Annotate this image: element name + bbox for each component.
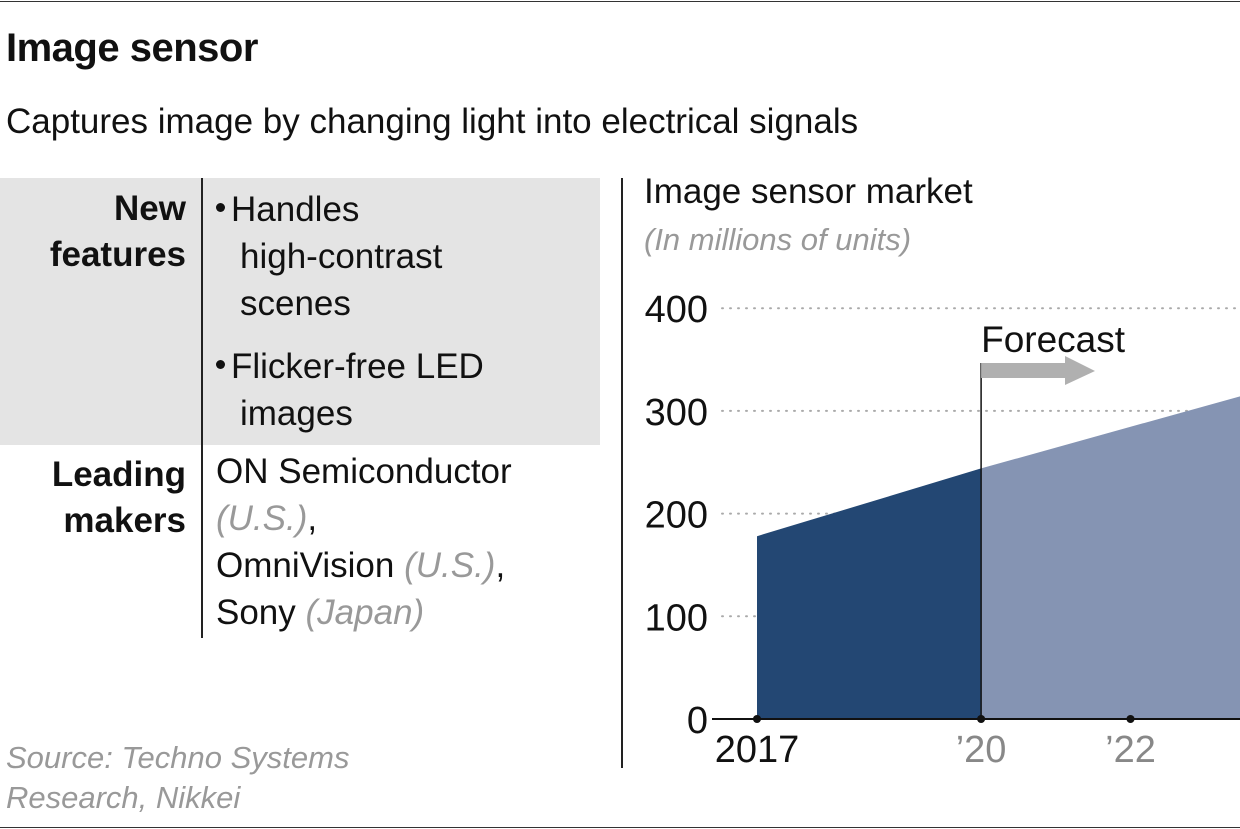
- maker-item: OmniVision (U.S.),: [216, 542, 512, 589]
- bullet-text: scenes: [240, 284, 351, 323]
- table-divider: [201, 178, 203, 638]
- source-line: Source: Techno Systems: [6, 740, 350, 775]
- forecast-label: Forecast: [981, 319, 1126, 360]
- label-line: features: [49, 235, 186, 274]
- bullet-icon: [216, 203, 225, 213]
- chart-title: Image sensor market: [644, 172, 973, 211]
- x-tick-label: 2017: [715, 729, 800, 771]
- maker-item: (U.S.),: [216, 495, 512, 542]
- new-features-panel: [0, 178, 600, 445]
- separator: ,: [495, 546, 506, 585]
- source-note: Source: Techno Systems Research, Nikkei: [6, 738, 349, 818]
- bullet-text: images: [240, 394, 353, 433]
- x-tick-dot: [753, 715, 761, 723]
- maker-name: ON Semiconductor: [216, 452, 512, 491]
- maker-item: Sony (Japan): [216, 589, 512, 636]
- makers-list: ON Semiconductor (U.S.), OmniVision (U.S…: [216, 448, 512, 636]
- separator: ,: [307, 499, 318, 538]
- new-features-label: New features: [0, 186, 186, 278]
- top-rule: [0, 1, 1240, 2]
- y-tick-label: 200: [645, 495, 708, 537]
- bullet-text: Flicker-free LED: [231, 347, 484, 386]
- maker-country: (Japan): [305, 593, 425, 632]
- label-line: makers: [63, 501, 186, 540]
- label-line: Leading: [51, 455, 186, 494]
- bullet-text: Handles: [231, 190, 360, 229]
- actual-area: [757, 468, 982, 719]
- x-tick-dot: [977, 715, 986, 723]
- section-divider: [621, 178, 623, 768]
- x-tick-label: ’22: [1105, 729, 1156, 771]
- feature-bullet: Flicker-free LED images: [216, 343, 484, 437]
- maker-item: ON Semiconductor: [216, 448, 512, 495]
- leading-makers-label: Leading makers: [0, 452, 186, 544]
- y-tick-label: 100: [645, 597, 708, 639]
- maker-country: (U.S.): [216, 499, 308, 538]
- label-line: New: [114, 189, 186, 228]
- y-tick-label: 300: [645, 392, 708, 434]
- page-subtitle: Captures image by changing light into el…: [6, 102, 859, 141]
- bullet-icon: [216, 360, 225, 370]
- maker-name: Sony: [216, 593, 296, 632]
- bottom-rule: [0, 827, 1240, 828]
- chart-subtitle: (In millions of units): [644, 222, 912, 257]
- maker-country: (U.S.): [404, 546, 496, 585]
- x-tick-label: ’20: [956, 729, 1007, 771]
- y-tick-label: 0: [687, 700, 708, 742]
- maker-name: OmniVision: [216, 546, 395, 585]
- y-tick-label: 400: [645, 289, 708, 331]
- feature-bullet: Handles high-contrast scenes: [216, 186, 442, 327]
- bullet-text: high-contrast: [240, 237, 443, 276]
- x-tick-dot: [1126, 715, 1135, 723]
- source-line: Research, Nikkei: [6, 780, 241, 815]
- page-title: Image sensor: [6, 26, 258, 70]
- forecast-area: [981, 396, 1240, 719]
- forecast-arrow-icon: [981, 356, 1095, 385]
